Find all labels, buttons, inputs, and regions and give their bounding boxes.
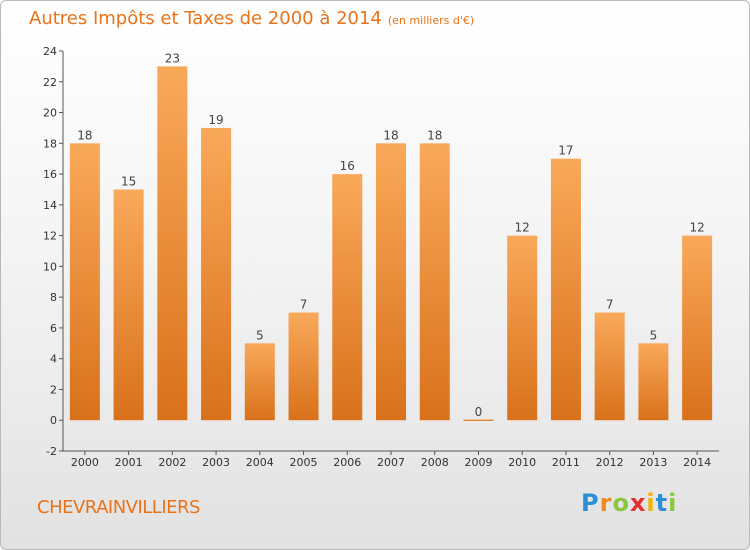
data-label: 5: [650, 328, 658, 342]
y-tick-label: -2: [46, 445, 57, 458]
x-tick-label: 2012: [596, 456, 624, 469]
y-tick-label: 22: [43, 76, 57, 89]
bar: [507, 235, 538, 421]
data-label: 15: [121, 174, 136, 188]
data-label: 7: [606, 298, 614, 312]
y-tick-label: 18: [43, 137, 57, 150]
bar: [113, 189, 144, 421]
x-tick-label: 2004: [246, 456, 274, 469]
data-label: 18: [427, 128, 442, 142]
bar: [682, 235, 713, 421]
y-tick-label: 20: [43, 107, 57, 120]
y-tick-label: 8: [50, 291, 57, 304]
x-tick-label: 2011: [552, 456, 580, 469]
bar: [157, 66, 188, 421]
x-tick-label: 2000: [71, 456, 99, 469]
bar: [201, 127, 232, 421]
bar: [69, 143, 100, 421]
x-tick-label: 2002: [158, 456, 186, 469]
x-tick-label: 2007: [377, 456, 405, 469]
bar: [594, 312, 625, 421]
x-tick-label: 2003: [202, 456, 230, 469]
bar: [463, 419, 494, 421]
y-tick-label: 10: [43, 260, 57, 273]
x-tick-label: 2014: [683, 456, 711, 469]
y-tick-label: 16: [43, 168, 57, 181]
bar: [244, 343, 275, 421]
bar: [376, 143, 406, 421]
x-tick-label: 2009: [464, 456, 492, 469]
data-label: 12: [689, 221, 704, 235]
y-tick-label: 0: [50, 414, 57, 427]
data-label: 12: [515, 221, 530, 235]
data-label: 5: [256, 328, 264, 342]
x-tick-label: 2008: [421, 456, 449, 469]
data-label: 17: [558, 144, 573, 158]
x-tick-label: 2010: [508, 456, 536, 469]
proxiti-logo: Proxiti: [581, 489, 678, 517]
data-label: 7: [300, 298, 308, 312]
bar: [638, 343, 669, 421]
data-label: 16: [340, 159, 355, 173]
data-label: 0: [475, 405, 483, 419]
data-label: 18: [77, 128, 92, 142]
bar: [288, 312, 319, 421]
chart-title-text: Autres Impôts et Taxes de 2000 à 2014: [29, 8, 382, 29]
bar: [419, 143, 450, 421]
bar: [550, 158, 581, 421]
place-name: CHEVRAINVILLIERS: [37, 497, 200, 518]
data-label: 23: [165, 51, 180, 65]
chart-title: Autres Impôts et Taxes de 2000 à 2014 (en…: [29, 8, 474, 29]
y-tick-label: 14: [43, 199, 57, 212]
y-tick-label: 12: [43, 230, 57, 243]
bar: [332, 174, 363, 421]
data-label: 19: [208, 113, 223, 127]
data-label: 18: [383, 128, 398, 142]
y-tick-label: 2: [50, 383, 57, 396]
x-tick-label: 2006: [333, 456, 361, 469]
chart-title-unit: (en milliers d'€): [387, 14, 475, 27]
y-tick-label: 24: [43, 45, 57, 58]
y-tick-label: 4: [50, 353, 57, 366]
x-tick-label: 2001: [115, 456, 143, 469]
x-tick-label: 2013: [639, 456, 667, 469]
y-tick-label: 6: [50, 322, 57, 335]
x-tick-label: 2005: [290, 456, 318, 469]
